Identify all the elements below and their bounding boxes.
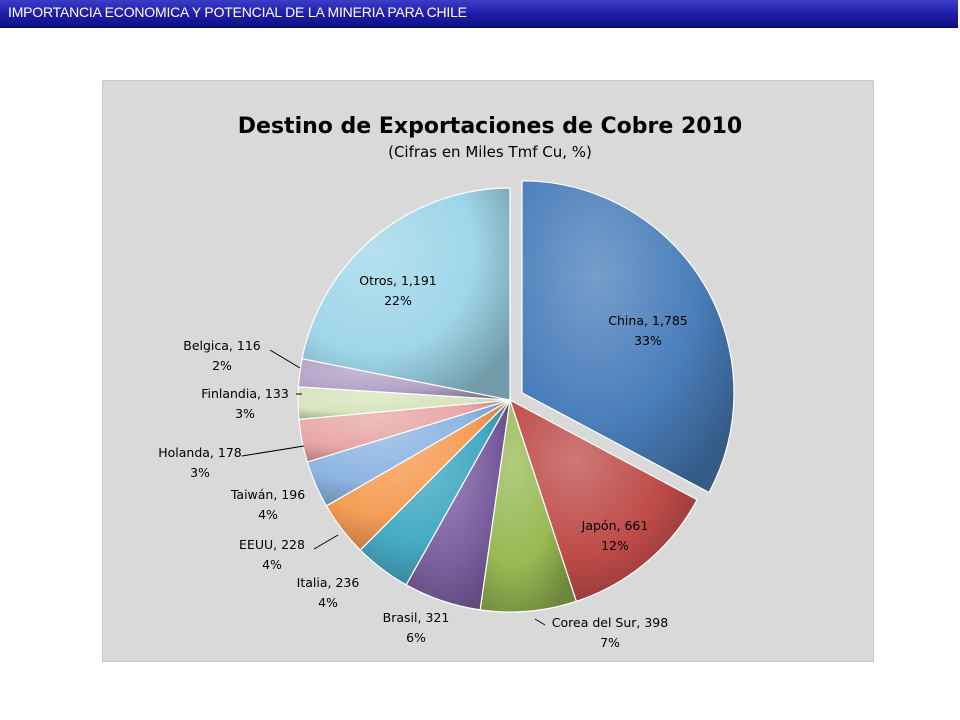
leader-lines (241, 349, 546, 626)
data-label-finlandia: Finlandia, 133 3% (201, 386, 289, 421)
leader-line-holanda (241, 445, 305, 457)
leader-line-belgica (269, 349, 301, 369)
slice-corea-del-sur (479, 399, 577, 613)
leader-line-eeuu (313, 534, 339, 550)
data-label-otros: Otros, 1,191 22% (359, 273, 437, 308)
header-bar: IMPORTANCIA ECONOMICA Y POTENCIAL DE LA … (0, 0, 958, 28)
chart-title: Destino de Exportaciones de Cobre 2010 (238, 114, 742, 139)
data-label-china: China, 1,785 33% (608, 313, 687, 348)
slice-china (521, 180, 735, 494)
header-title: IMPORTANCIA ECONOMICA Y POTENCIAL DE LA … (8, 4, 467, 20)
leader-line-corea-del-sur (534, 618, 546, 626)
data-label-belgica: Belgica, 116 2% (183, 338, 261, 373)
data-label-taiwán: Taiwán, 196 4% (230, 487, 305, 522)
chart-subtitle: (Cifras en Miles Tmf Cu, %) (388, 143, 592, 161)
data-label-brasil: Brasil, 321 6% (383, 610, 450, 645)
slice-japón (509, 399, 698, 602)
data-label-holanda: Holanda, 178 3% (158, 445, 242, 480)
slice-otros (301, 187, 511, 401)
data-label-italia: Italia, 236 4% (297, 575, 360, 610)
data-label-japón: Japón, 661 12% (581, 518, 649, 553)
pie-slices (297, 180, 735, 613)
slice-labels: China, 1,785 33% Japón, 661 12% Corea del Su… (158, 273, 687, 650)
data-label-eeuu: EEUU, 228 4% (239, 537, 305, 572)
data-label-corea-del-sur: Corea del Sur, 398 7% (552, 615, 668, 650)
